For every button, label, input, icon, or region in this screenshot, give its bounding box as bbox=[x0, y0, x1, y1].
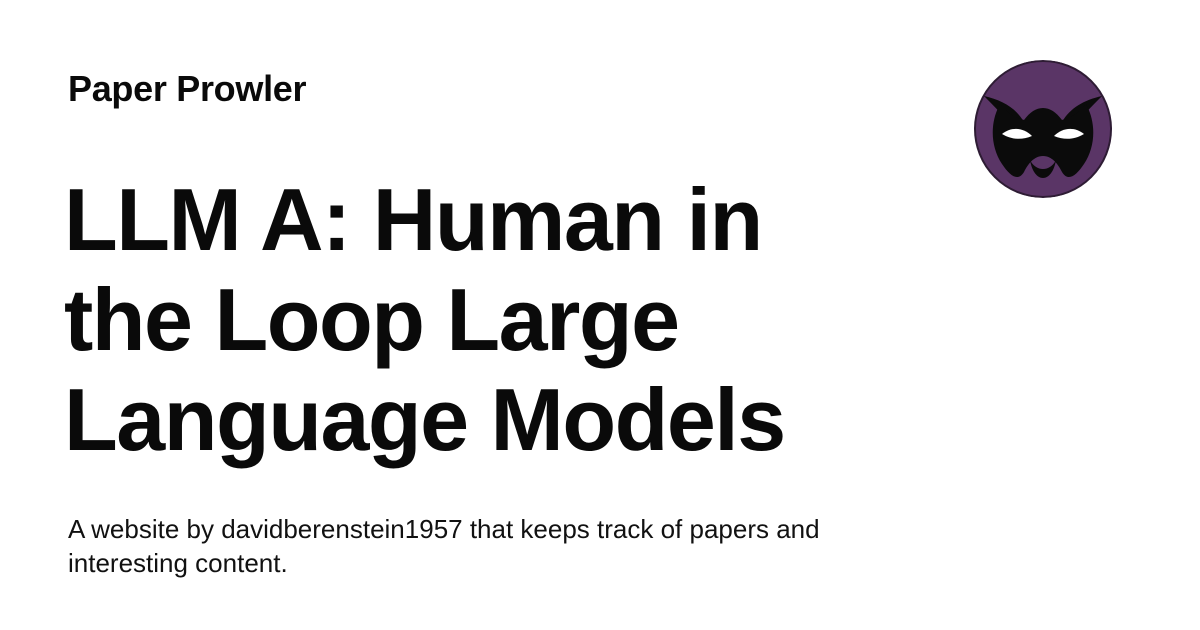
masked-face-icon bbox=[974, 60, 1112, 198]
page-title: LLM A: Human in the Loop Large Language … bbox=[64, 170, 786, 469]
avatar[interactable] bbox=[972, 60, 1114, 198]
site-description: A website by davidberenstein1957 that ke… bbox=[68, 514, 820, 578]
site-name[interactable]: Paper Prowler bbox=[68, 68, 307, 109]
